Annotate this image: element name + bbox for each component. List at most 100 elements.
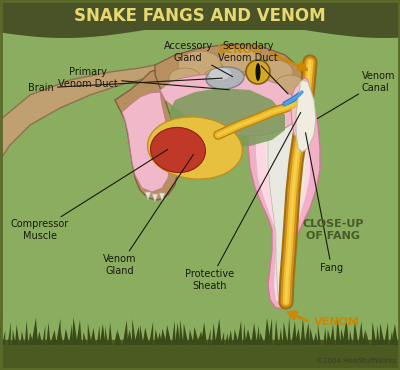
Polygon shape [83,332,87,345]
Polygon shape [188,329,194,345]
Polygon shape [251,323,257,345]
Ellipse shape [178,51,222,79]
Polygon shape [69,324,72,345]
Polygon shape [233,329,239,345]
Polygon shape [142,327,149,345]
Polygon shape [160,329,167,345]
Polygon shape [340,329,345,345]
Polygon shape [8,322,11,345]
Polygon shape [391,324,398,345]
Polygon shape [76,320,82,345]
Text: VENOM: VENOM [218,45,264,55]
Ellipse shape [220,48,260,72]
Text: Venom
Canal: Venom Canal [317,71,396,118]
Polygon shape [330,324,335,345]
Ellipse shape [169,68,201,88]
Polygon shape [56,319,61,345]
Polygon shape [313,332,318,345]
Polygon shape [274,319,278,345]
Polygon shape [304,323,310,345]
Polygon shape [259,333,264,345]
Polygon shape [287,317,291,345]
Polygon shape [221,332,224,345]
Polygon shape [90,328,96,345]
Polygon shape [139,325,144,345]
Text: Accessory
Gland: Accessory Gland [164,41,232,77]
Text: Protective
Sheath: Protective Sheath [186,112,301,291]
Polygon shape [336,317,341,345]
Text: Venom
Gland: Venom Gland [103,154,194,276]
Polygon shape [245,329,252,345]
Polygon shape [207,329,211,345]
Ellipse shape [240,73,276,97]
Polygon shape [15,324,20,345]
Polygon shape [376,326,380,345]
Polygon shape [362,329,366,345]
Text: CLOSE-UP
OF FANG: CLOSE-UP OF FANG [302,219,364,241]
Polygon shape [165,325,172,345]
Polygon shape [0,22,400,38]
Polygon shape [265,80,305,300]
Polygon shape [0,318,3,345]
Polygon shape [349,330,353,345]
Polygon shape [108,323,112,345]
Text: Compressor
Muscle: Compressor Muscle [11,149,168,241]
Polygon shape [201,322,207,345]
Polygon shape [294,328,301,345]
Polygon shape [25,320,28,345]
Polygon shape [97,326,100,345]
Polygon shape [63,329,70,345]
Ellipse shape [256,63,260,81]
Polygon shape [159,193,165,201]
Polygon shape [149,322,153,345]
Polygon shape [145,192,151,200]
Polygon shape [100,324,106,345]
Polygon shape [283,322,288,345]
Circle shape [246,60,270,84]
Polygon shape [115,70,178,200]
Polygon shape [291,321,297,345]
Polygon shape [215,319,222,345]
Polygon shape [179,320,184,345]
Polygon shape [327,330,332,345]
Polygon shape [237,321,242,345]
Ellipse shape [229,85,261,105]
Polygon shape [126,330,133,345]
Polygon shape [37,332,42,345]
Polygon shape [291,78,310,138]
Ellipse shape [148,117,242,179]
Polygon shape [256,325,260,345]
Polygon shape [243,324,246,345]
Ellipse shape [202,68,238,92]
Text: VENOM: VENOM [314,317,360,327]
Polygon shape [296,80,316,152]
Polygon shape [117,332,122,345]
Ellipse shape [254,90,286,110]
Bar [0,0,400,30]
Polygon shape [323,327,327,345]
Polygon shape [134,326,140,345]
Text: Brain: Brain [28,78,222,93]
Polygon shape [300,319,306,345]
Polygon shape [172,321,176,345]
Polygon shape [12,330,16,345]
Polygon shape [122,320,128,345]
Polygon shape [170,88,285,148]
Polygon shape [192,327,199,345]
Ellipse shape [275,75,305,95]
Text: SNAKE FANGS AND VENOM: SNAKE FANGS AND VENOM [74,7,326,25]
Polygon shape [20,331,24,345]
Polygon shape [28,332,34,345]
Ellipse shape [206,67,244,89]
Text: Secondary
Venom Duct: Secondary Venom Duct [218,41,288,94]
Polygon shape [366,331,370,345]
Polygon shape [268,95,296,300]
Polygon shape [160,74,300,136]
Polygon shape [88,323,92,345]
Polygon shape [212,323,216,345]
Polygon shape [122,92,170,192]
Polygon shape [225,333,228,345]
Polygon shape [256,75,310,305]
Polygon shape [72,317,78,345]
Polygon shape [310,327,314,345]
